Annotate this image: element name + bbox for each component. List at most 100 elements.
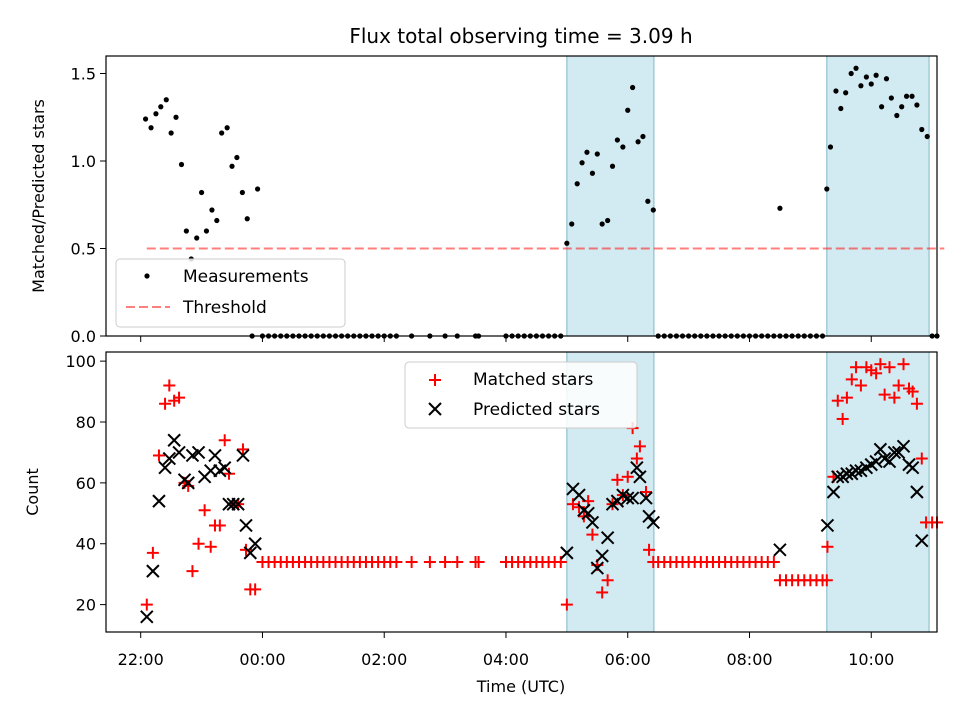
matched-point	[423, 556, 436, 568]
bottom-y-ticks: 20 40 60 80 100	[65, 352, 106, 615]
predicted-point	[162, 451, 177, 466]
bottom-panel: 20 40 60 80 100 22:00 00:00 02:00 04:00 06:00 08:…	[23, 351, 943, 696]
predicted-point	[239, 518, 253, 533]
predicted-point	[910, 485, 924, 499]
top-y-ticks: 0.0 0.5 1.0 1.5	[71, 65, 106, 346]
measurement-point	[614, 137, 620, 143]
y-tick-label: 1.5	[71, 65, 96, 84]
matched-point	[222, 467, 235, 480]
measurement-point	[153, 111, 159, 117]
measurement-point	[183, 228, 189, 234]
measurement-point	[178, 161, 185, 168]
measurement-point	[868, 81, 874, 87]
matched-point	[198, 504, 211, 517]
y-tick-label: 60	[76, 474, 96, 493]
matched-point	[892, 379, 905, 392]
measurement-point	[824, 186, 830, 192]
predicted-point	[181, 476, 195, 490]
bottom-x-ticks: 22:00 00:00 02:00 04:00 06:00 08:00 10:00	[118, 632, 894, 669]
measurement-point	[843, 90, 849, 96]
measurement-point	[924, 133, 930, 140]
measurement-point	[219, 130, 225, 136]
measurement-point	[914, 102, 920, 108]
measurement-point	[879, 104, 885, 110]
measurement-point	[635, 139, 641, 145]
matched-point	[850, 361, 863, 374]
measurement-point	[229, 163, 235, 169]
predicted-point	[560, 546, 574, 560]
matched-point	[204, 540, 217, 553]
y-tick-label: 100	[65, 352, 96, 371]
predicted-point	[146, 564, 160, 578]
bottom-y-label: Count	[23, 468, 42, 516]
legend-matched-marker	[429, 374, 441, 386]
predicted-point	[633, 470, 647, 484]
measurement-point	[584, 149, 590, 155]
predicted-point	[231, 497, 245, 511]
matched-point	[643, 543, 656, 556]
matched-point	[611, 473, 624, 486]
x-tick-label: 04:00	[483, 650, 529, 669]
predicted-point	[630, 460, 644, 475]
measurement-point	[630, 84, 636, 91]
bottom-legend-box	[404, 361, 638, 429]
matched-point	[906, 385, 919, 398]
predicted-point	[873, 442, 888, 457]
measurement-point	[589, 170, 596, 176]
matched-point	[163, 379, 176, 392]
measurement-point	[574, 181, 580, 187]
measurement-point	[853, 65, 859, 71]
measurement-point	[899, 104, 905, 110]
measurement-point	[620, 144, 626, 150]
matched-point	[767, 556, 780, 568]
measurement-point	[594, 151, 600, 157]
predicted-point	[646, 515, 661, 530]
measurement-point	[888, 95, 894, 101]
top-legend-box	[115, 258, 346, 328]
predicted-point	[621, 491, 635, 505]
y-tick-label: 1.0	[71, 152, 96, 171]
predicted-point	[243, 546, 257, 560]
measurement-point	[203, 228, 210, 234]
y-tick-label: 0.0	[71, 327, 96, 346]
matched-point	[601, 574, 614, 587]
predicted-point	[172, 445, 186, 460]
measurement-point	[158, 104, 164, 110]
predicted-point	[572, 488, 586, 502]
predicted-point	[581, 506, 595, 521]
predicted-point	[625, 491, 640, 505]
matched-point	[831, 394, 844, 407]
matched-point	[186, 565, 199, 578]
matched-point	[910, 397, 923, 410]
top-y-label: Matched/Predicted stars	[29, 99, 48, 293]
predicted-point	[226, 497, 240, 511]
x-axis-label: Time (UTC)	[476, 677, 565, 696]
legend-measurements-label: Measurements	[183, 267, 309, 287]
y-tick-label: 0.5	[71, 240, 96, 259]
matched-point	[173, 391, 186, 404]
measurement-point	[863, 74, 869, 80]
measurement-points	[142, 65, 940, 339]
predicted-point	[590, 561, 605, 575]
predicted-point	[152, 494, 166, 508]
measurement-point	[625, 107, 631, 113]
predicted-point	[905, 460, 920, 475]
measurement-point	[239, 189, 245, 196]
matched-point	[915, 452, 928, 465]
measurement-point	[569, 221, 575, 227]
matched-point	[888, 391, 901, 404]
measurement-point	[848, 70, 854, 77]
predicted-point	[191, 445, 206, 460]
x-tick-label: 02:00	[361, 650, 407, 669]
top-x-ticks	[140, 336, 872, 342]
measurement-point	[833, 88, 839, 94]
x-tick-label: 08:00	[726, 650, 772, 669]
matched-point	[854, 379, 867, 392]
measurement-point	[873, 72, 879, 78]
matched-point	[586, 528, 599, 541]
matched-point	[870, 367, 883, 380]
matched-point	[845, 373, 858, 386]
measurement-point	[650, 207, 656, 213]
matched-point	[472, 556, 485, 568]
